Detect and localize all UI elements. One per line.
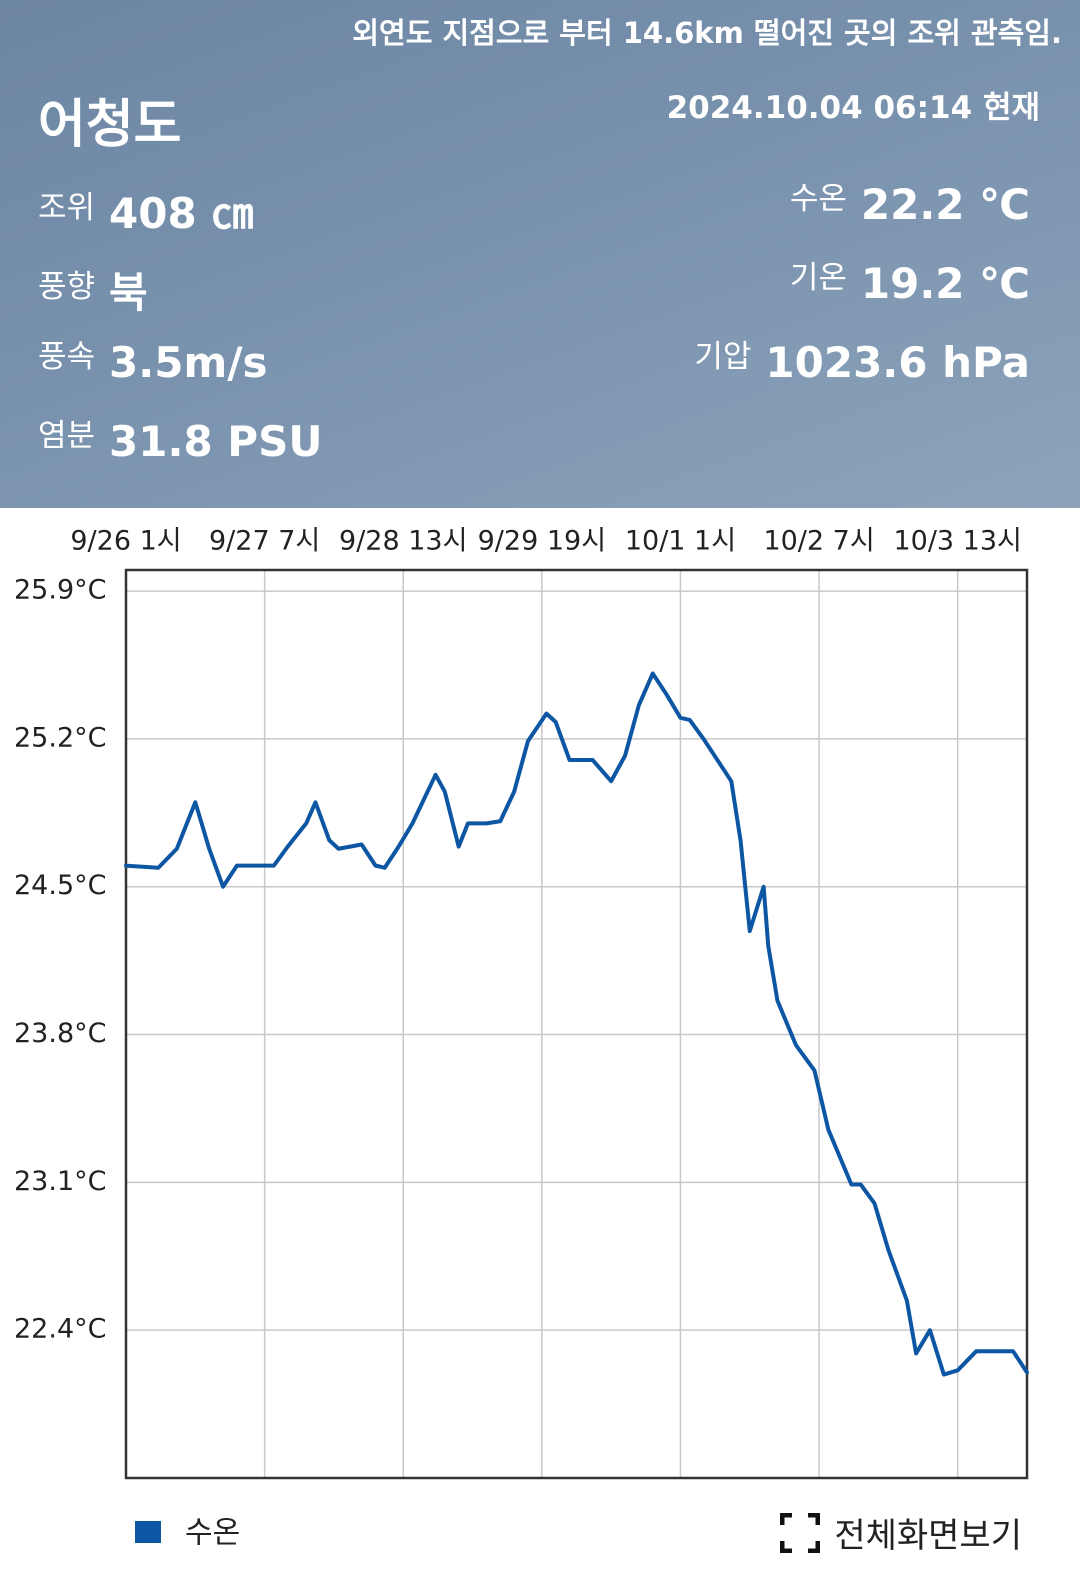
info-item: 조위 408 ㎝	[38, 180, 253, 241]
info-label: 염분	[38, 418, 96, 454]
y-tick-label: 24.5°C	[14, 870, 106, 901]
info-value: 408 ㎝	[109, 189, 254, 238]
y-tick-label: 25.2°C	[14, 722, 106, 753]
info-value: 31.8 PSU	[109, 417, 323, 466]
y-tick-label: 25.9°C	[14, 575, 106, 606]
info-value: 북	[109, 268, 148, 317]
fullscreen-label: 전체화면보기	[834, 1516, 1022, 1556]
x-tick-label: 9/28 13시	[339, 526, 467, 557]
info-item: 염분 31.8 PSU	[38, 417, 322, 466]
x-tick-label: 9/26 1시	[70, 526, 181, 557]
timestamp: 2024.10.04 06:14 현재	[666, 90, 1040, 126]
fullscreen-icon	[780, 1512, 821, 1553]
fullscreen-button[interactable]: 전체화면보기	[780, 1508, 1022, 1557]
y-tick-label: 23.8°C	[14, 1018, 106, 1049]
info-value: 22.2 ℃	[860, 180, 1030, 229]
info-item: 풍향 북	[38, 259, 148, 320]
info-label: 수온	[789, 181, 847, 217]
y-tick-label: 23.1°C	[14, 1166, 106, 1197]
x-tick-label: 9/29 19시	[478, 526, 606, 557]
info-label: 기온	[789, 260, 847, 296]
info-item: 기압 1023.6 hPa	[694, 338, 1030, 387]
station-name: 어청도	[38, 95, 182, 155]
x-tick-label: 9/27 7시	[209, 526, 320, 557]
info-item: 수온 22.2 ℃	[790, 180, 1030, 229]
status-header: 외연도 지점으로 부터 14.6km 떨어진 곳의 조위 관측임. 어청도 20…	[0, 0, 1080, 508]
info-value: 1023.6 hPa	[765, 338, 1030, 387]
info-item: 기온 19.2 ℃	[790, 259, 1030, 308]
info-value: 3.5m/s	[109, 338, 268, 387]
x-tick-label: 10/1 1시	[625, 526, 736, 557]
x-tick-label: 10/3 13시	[893, 526, 1021, 557]
info-label: 조위	[38, 190, 96, 226]
data-line	[124, 671, 1029, 1377]
x-tick-label: 10/2 7시	[763, 526, 874, 557]
legend-swatch	[135, 1521, 161, 1543]
info-label: 기압	[694, 339, 752, 375]
info-label: 풍속	[38, 339, 96, 375]
legend-label: 수온	[185, 1516, 240, 1551]
info-value: 19.2 ℃	[860, 259, 1030, 308]
chart: 25.9°C 25.2°C 24.5°C 23.8°C 23.1°C 22.4°C 9/26…	[14, 526, 1029, 1551]
info-label: 풍향	[38, 269, 96, 305]
notice: 외연도 지점으로 부터 14.6km 떨어진 곳의 조위 관측임.	[352, 16, 1062, 50]
plot-frame	[124, 568, 1029, 1480]
info-item: 풍속 3.5m/s	[38, 338, 268, 387]
y-tick-label: 22.4°C	[14, 1314, 106, 1345]
